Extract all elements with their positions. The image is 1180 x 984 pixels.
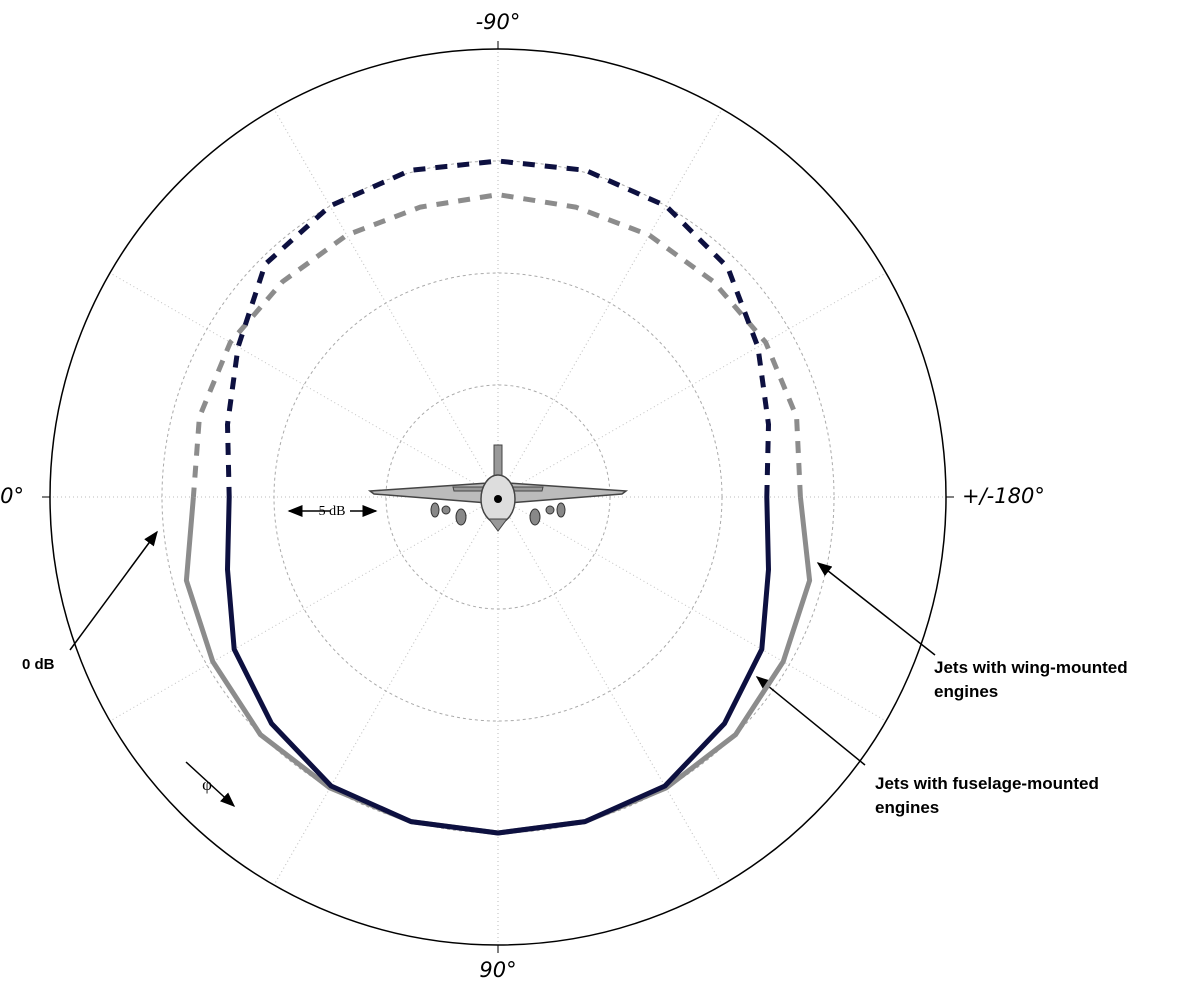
grid-spoke xyxy=(109,496,499,722)
airplane-icon xyxy=(367,444,629,532)
annotation: 5 dB xyxy=(319,504,346,519)
grid-spoke xyxy=(109,272,499,498)
grid-spoke xyxy=(497,272,887,498)
x-tick-label: 90° xyxy=(479,958,516,982)
annotation-arrow xyxy=(69,530,158,651)
annotation: φ xyxy=(202,775,212,794)
x-tick-label: +/-180° xyxy=(962,484,1045,508)
annotation-arrow xyxy=(755,676,866,766)
grid-spoke xyxy=(273,496,499,886)
grid-spoke xyxy=(497,496,723,886)
annotation-arrow xyxy=(185,761,236,808)
series-line xyxy=(225,496,771,836)
x-tick-label: -90° xyxy=(476,10,521,34)
grid-spoke xyxy=(497,496,887,722)
series-line xyxy=(190,192,803,498)
series-label: Jets with fuselage-mounted engines xyxy=(875,774,1099,817)
annotation: 0 dB xyxy=(22,656,55,673)
series-label: Jets with wing-mounted engines xyxy=(934,658,1128,701)
grid-spoke xyxy=(497,108,723,498)
annotation-arrow xyxy=(816,562,936,656)
x-tick-label: 0° xyxy=(0,484,24,508)
grid-spoke xyxy=(273,108,499,498)
